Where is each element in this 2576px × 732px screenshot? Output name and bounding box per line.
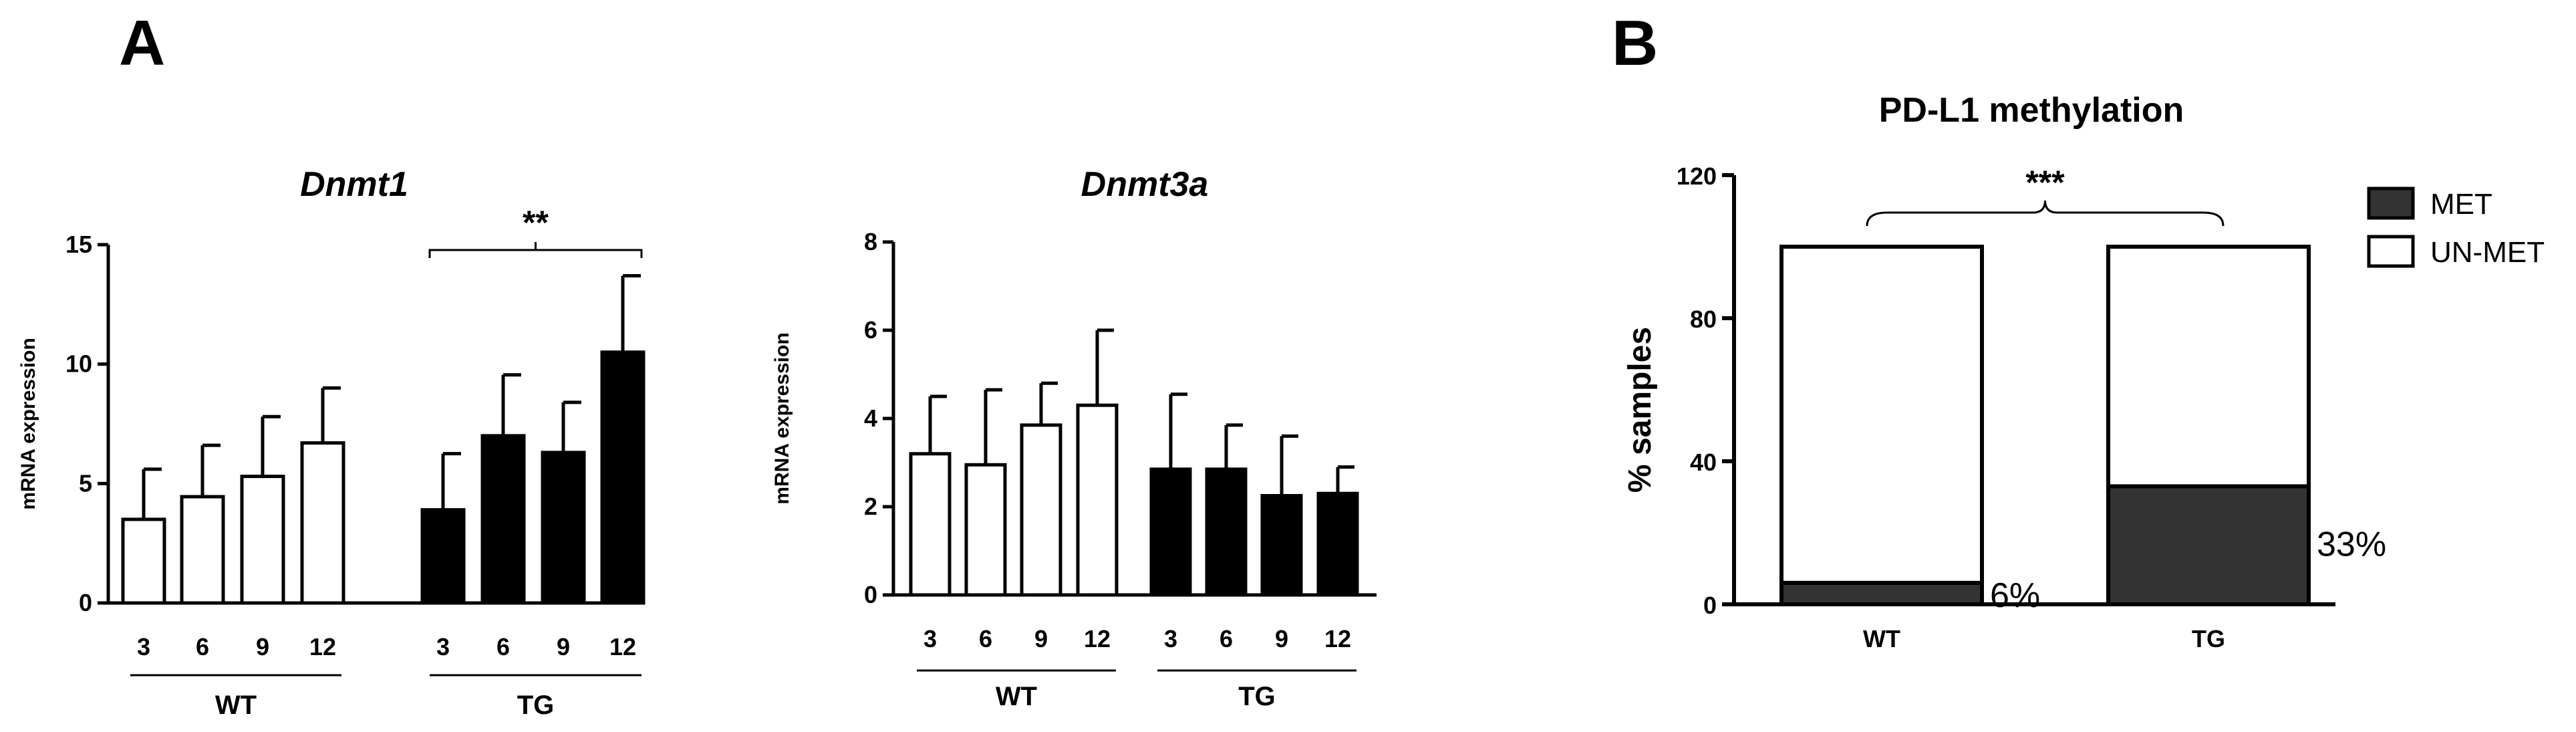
y-axis-label: % samples (1622, 327, 1658, 493)
x-tick-label: 9 (256, 633, 269, 660)
chart-title: Dnmt1 (300, 165, 408, 204)
bar-wt-12 (1076, 403, 1119, 597)
x-tick-label: 6 (196, 633, 209, 660)
bar-tg-9 (1260, 494, 1303, 597)
x-tick-label: 6 (496, 633, 510, 660)
y-tick-label: 6 (864, 316, 877, 344)
x-tick-label: 3 (1164, 625, 1177, 652)
group-label: WT (996, 682, 1037, 711)
bar-wt-9 (1020, 423, 1062, 597)
bar-wt-12 (300, 441, 345, 605)
panel-label-b: B (1612, 7, 1658, 79)
legend-label-met: MET (2430, 188, 2492, 221)
panel-label-a: A (119, 7, 165, 79)
significance-label: *** (2025, 164, 2065, 201)
chart-title: PD-L1 methylation (1879, 91, 2184, 130)
bar-wt-9 (240, 475, 285, 605)
y-tick-label: 0 (1703, 592, 1717, 619)
chart-title: Dnmt3a (1081, 165, 1209, 204)
group-label: WT (215, 691, 257, 720)
x-tick-label: 12 (609, 633, 636, 660)
x-tick-label: 3 (436, 633, 450, 660)
y-tick-label: 15 (65, 231, 92, 258)
bar-tg-un-met (2106, 245, 2311, 489)
y-axis-label: mRNA expression (771, 332, 793, 504)
y-tick-label: 10 (65, 350, 92, 378)
chart-pd-l1-methylation: PD-L1 methylation % samples 0 40 80 120 WT 6% TG… (1622, 91, 2545, 652)
bar-wt-met (1779, 580, 1984, 607)
x-tick-label: 12 (1324, 625, 1351, 652)
percent-annotation: 6% (1990, 576, 2040, 615)
bar-tg-12 (600, 350, 646, 605)
legend-swatch-met (2367, 187, 2415, 220)
y-tick-label: 0 (79, 589, 92, 616)
x-tick-label: 9 (1034, 625, 1048, 652)
y-tick-label: 120 (1677, 162, 1717, 190)
y-tick-label: 80 (1690, 306, 1717, 333)
significance-label: ** (523, 204, 549, 241)
bar-tg-3 (1149, 467, 1192, 597)
group-label: TG (1238, 682, 1276, 711)
chart-dnmt1: Dnmt1 mRNA expression 0 5 10 15 3 6 9 12 WT 3 6 9 12 TG… (17, 165, 646, 720)
significance-bracket (1866, 200, 2225, 227)
y-tick-label: 4 (864, 404, 877, 432)
x-tick-label: 9 (1275, 625, 1288, 652)
x-tick-label: 6 (1220, 625, 1233, 652)
bar-wt-6 (964, 463, 1007, 597)
x-tick-label: 12 (1084, 625, 1111, 652)
y-tick-label: 5 (79, 469, 92, 497)
x-tick-label: 6 (979, 625, 992, 652)
x-tick-label: TG (2192, 625, 2225, 652)
bar-tg-met (2106, 484, 2311, 607)
x-tick-label: 9 (557, 633, 570, 660)
bar-tg-9 (541, 451, 586, 605)
x-tick-label: 12 (309, 633, 336, 660)
y-axis-label: mRNA expression (17, 338, 39, 509)
significance-bracket (428, 242, 643, 258)
percent-annotation: 33% (2317, 525, 2386, 564)
y-tick-label: 40 (1690, 449, 1717, 476)
y-tick-label: 2 (864, 493, 877, 520)
bar-wt-3 (909, 452, 952, 597)
bar-tg-6 (480, 434, 526, 605)
bar-tg-6 (1205, 467, 1248, 597)
legend-swatch-un-met (2367, 235, 2415, 268)
chart-dnmt3a: Dnmt3a mRNA expression 0 2 4 6 8 3 6 9 12 WT 3 6 9 12 TG (771, 165, 1377, 711)
legend-label-un-met: UN-MET (2430, 236, 2545, 269)
bar-wt-un-met (1779, 245, 1984, 585)
bar-wt-6 (180, 495, 225, 605)
bar-tg-3 (420, 508, 466, 605)
bar-wt-3 (121, 517, 166, 605)
y-tick-label: 0 (864, 581, 877, 608)
group-label: TG (517, 691, 555, 720)
x-tick-label: WT (1863, 625, 1900, 652)
x-tick-label: 3 (137, 633, 150, 660)
bar-tg-12 (1316, 491, 1359, 597)
y-tick-label: 8 (864, 228, 877, 255)
x-tick-label: 3 (923, 625, 937, 652)
